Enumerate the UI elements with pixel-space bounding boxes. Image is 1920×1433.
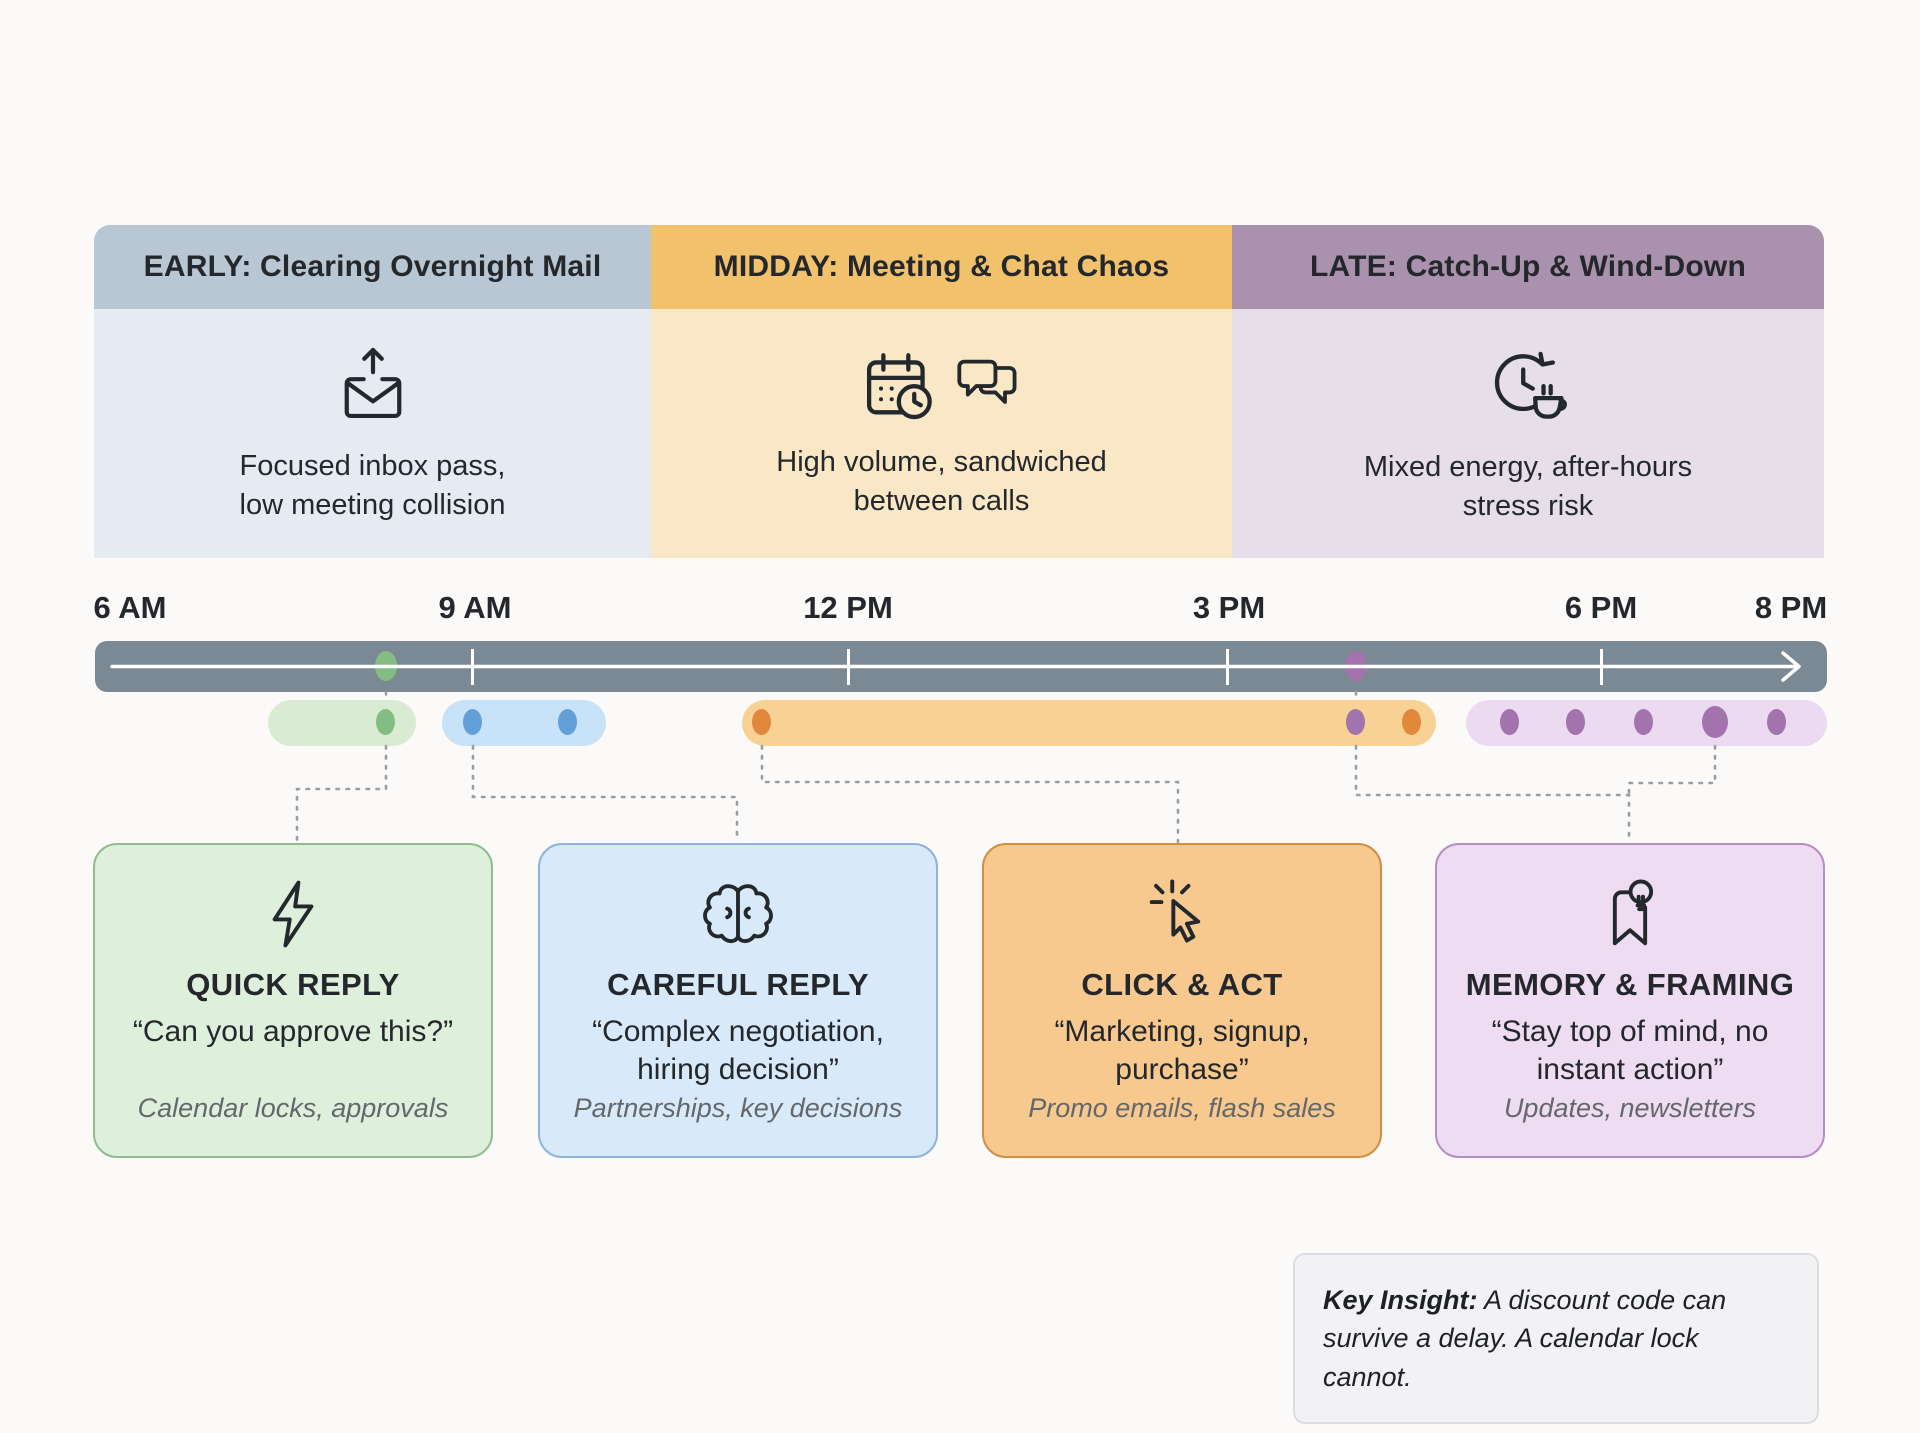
phase-desc-midday: High volume, sandwiched between calls — [776, 446, 1107, 517]
tick-3pm — [1226, 649, 1229, 685]
orange-window-pill — [742, 700, 1436, 746]
time-label-8pm: 8 PM — [1754, 590, 1828, 625]
key-insight-line-1: A discount code can — [1484, 1285, 1727, 1315]
card-examples-quick-reply: Calendar locks, approvals — [137, 1093, 449, 1123]
chat-bubbles-icon — [956, 359, 1016, 405]
time-label-6am: 6 AM — [93, 590, 167, 625]
card-click-act: CLICK & ACT “Marketing, signup, purchase… — [982, 843, 1382, 1158]
phase-title-midday: MIDDAY: Meeting & Chat Chaos — [713, 250, 1170, 283]
card-title-memory-framing: MEMORY & FRAMING — [1465, 967, 1795, 1002]
card-careful-reply: CAREFUL REPLY “Complex negotiation, hiri… — [538, 843, 938, 1158]
brain-icon — [703, 884, 773, 944]
send-dot-purple-5 — [1767, 709, 1786, 735]
phase-desc-late: Mixed energy, after-hours stress risk — [1363, 451, 1693, 522]
tick-12pm — [847, 649, 850, 685]
send-dot-orange-2 — [1402, 709, 1421, 735]
send-dot-purple-3 — [1634, 709, 1653, 735]
card-examples-careful-reply: Partnerships, key decisions — [573, 1093, 903, 1123]
card-memory-framing: MEMORY & FRAMING “Stay top of mind, no i… — [1435, 843, 1825, 1158]
card-title-careful-reply: CAREFUL REPLY — [607, 967, 869, 1002]
calendar-clock-icon — [866, 353, 932, 420]
phase-header-early: EARLY: Clearing Overnight Mail — [94, 225, 651, 309]
key-insight-box: Key Insight: A discount code can survive… — [1293, 1253, 1819, 1424]
phase-header-midday: MIDDAY: Meeting & Chat Chaos — [651, 225, 1232, 309]
timeline-marker-green — [375, 651, 397, 681]
tick-9am — [471, 649, 474, 685]
card-quick-reply: QUICK REPLY “Can you approve this?” Cale… — [93, 843, 493, 1158]
phase-body-midday: High volume, sandwiched between calls — [651, 309, 1232, 558]
timeline-bar — [95, 641, 1827, 692]
phase-title-late: LATE: Catch-Up & Wind-Down — [1310, 250, 1746, 283]
send-dot-purple-4-large — [1702, 706, 1728, 738]
key-insight-label: Key Insight: — [1323, 1285, 1478, 1315]
card-examples-memory-framing: Updates, newsletters — [1503, 1093, 1757, 1123]
cursor-click-icon — [1149, 879, 1201, 943]
send-dot-purple-on-orange — [1346, 709, 1365, 735]
clock-coffee-icon — [1494, 352, 1567, 420]
send-dot-blue-1 — [463, 709, 482, 735]
phase-band-early: EARLY: Clearing Overnight Mail Focused i… — [94, 225, 651, 558]
send-dot-green — [376, 709, 395, 735]
time-label-6pm: 6 PM — [1564, 590, 1638, 625]
card-title-quick-reply: QUICK REPLY — [186, 967, 400, 1002]
phase-desc-early: Focused inbox pass, low meeting collisio… — [239, 450, 506, 521]
send-dot-purple-1 — [1500, 709, 1519, 735]
phase-body-late: Mixed energy, after-hours stress risk — [1232, 309, 1824, 558]
card-quote-quick-reply: “Can you approve this?” — [132, 1015, 454, 1048]
time-label-12pm: 12 PM — [803, 590, 893, 625]
time-label-3pm: 3 PM — [1192, 590, 1266, 625]
card-quote-memory-framing: “Stay top of mind, no instant action” — [1491, 1015, 1769, 1087]
phase-band-late: LATE: Catch-Up & Wind-Down Mixed energy,… — [1232, 225, 1824, 558]
phase-title-early: EARLY: Clearing Overnight Mail — [143, 250, 602, 283]
phase-band-midday: MIDDAY: Meeting & Chat Chaos — [651, 225, 1232, 558]
time-label-9am: 9 AM — [438, 590, 512, 625]
card-quote-careful-reply: “Complex negotiation, hiring decision” — [592, 1015, 884, 1087]
card-examples-click-act: Promo emails, flash sales — [1028, 1093, 1336, 1123]
key-insight-line-2: survive a delay. A calendar lock cannot. — [1323, 1323, 1699, 1392]
card-quote-click-act: “Marketing, signup, purchase” — [1054, 1015, 1310, 1087]
phase-body-early: Focused inbox pass, low meeting collisio… — [94, 309, 651, 558]
tick-6pm — [1600, 649, 1603, 685]
send-dot-orange-1 — [752, 709, 771, 735]
lightning-icon — [272, 880, 314, 948]
card-title-click-act: CLICK & ACT — [1081, 967, 1283, 1002]
send-dot-purple-2 — [1566, 709, 1585, 735]
timeline-marker-purple — [1345, 651, 1367, 681]
bookmark-bulb-icon — [1612, 879, 1654, 946]
send-dot-blue-2 — [558, 709, 577, 735]
mail-send-icon — [344, 348, 401, 419]
phase-header-late: LATE: Catch-Up & Wind-Down — [1232, 225, 1824, 309]
